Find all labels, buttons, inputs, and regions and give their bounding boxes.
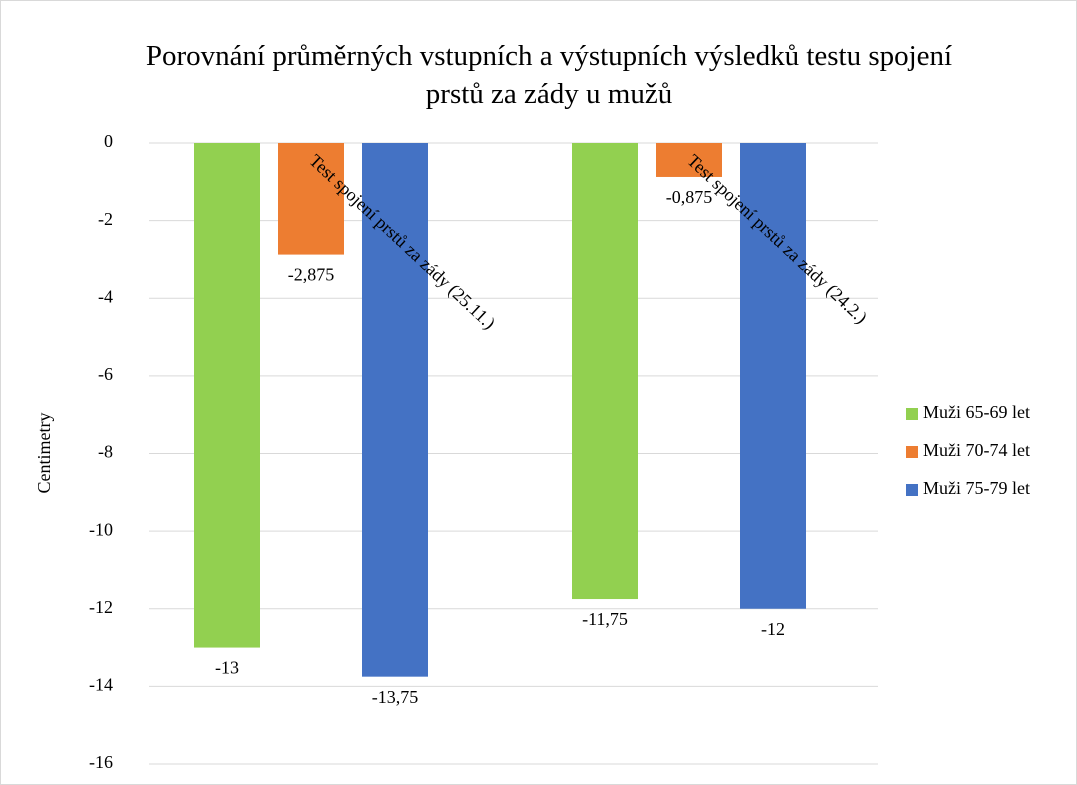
y-tick-label: -16 xyxy=(89,752,113,772)
bar xyxy=(740,143,806,609)
data-label: -0,875 xyxy=(666,187,713,207)
y-tick-label: -14 xyxy=(89,675,113,695)
y-tick-label: -10 xyxy=(89,519,113,539)
y-tick-label: -12 xyxy=(89,597,113,617)
y-tick-label: -6 xyxy=(98,364,113,384)
data-label: -13 xyxy=(215,658,239,678)
legend-swatch xyxy=(906,484,918,496)
legend-label: Muži 65-69 let xyxy=(923,402,1030,422)
data-label: -12 xyxy=(761,619,785,639)
bar xyxy=(278,143,344,255)
y-axis-title: Centimetry xyxy=(34,413,54,494)
data-label: -11,75 xyxy=(582,609,628,629)
bar xyxy=(656,143,722,177)
y-tick-label: -2 xyxy=(98,209,113,229)
y-tick-label: 0 xyxy=(104,131,113,151)
legend-label: Muži 70-74 let xyxy=(923,440,1030,460)
legend-swatch xyxy=(906,408,918,420)
data-label: -2,875 xyxy=(288,265,335,285)
chart-title: Porovnání průměrných vstupních a výstupn… xyxy=(145,40,953,110)
y-tick-label: -8 xyxy=(98,442,113,462)
bar xyxy=(572,143,638,600)
y-tick-label: -4 xyxy=(98,286,113,306)
bar xyxy=(362,143,428,677)
legend-swatch xyxy=(906,446,918,458)
bar xyxy=(194,143,260,648)
data-label: -13,75 xyxy=(372,687,419,707)
legend-label: Muži 75-79 let xyxy=(923,478,1030,498)
